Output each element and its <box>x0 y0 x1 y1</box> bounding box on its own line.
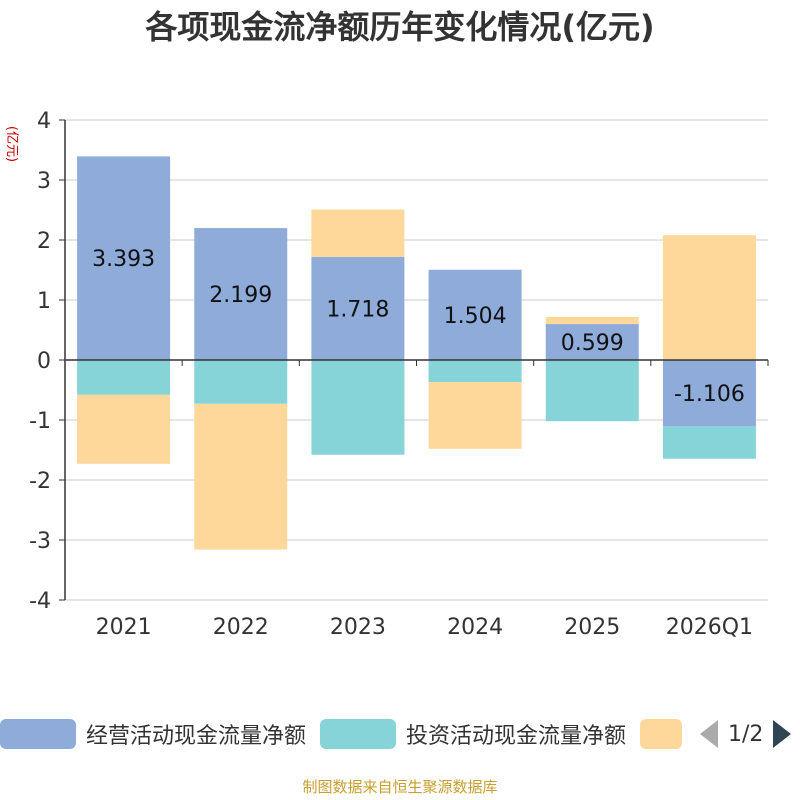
y-tick-label: 3 <box>37 169 51 194</box>
bar-financing-2024[interactable] <box>428 382 522 449</box>
axes: 4 3 2 1 0 -1 -2 -3 -4 2021 2022 2023 2024 2025 2026Q1 <box>29 109 769 640</box>
legend-item-operating[interactable]: 经营活动现金流量净额 <box>0 716 306 752</box>
x-tick-label-2024: 2024 <box>447 615 503 640</box>
legend-item-investing[interactable]: 投资活动现金流量净额 <box>320 716 626 752</box>
data-label-2024: 1.504 <box>444 304 507 329</box>
legend-swatch-investing <box>320 719 396 749</box>
source-note: 制图数据来自恒生聚源数据库 <box>302 778 498 796</box>
y-tick-label: -2 <box>29 469 51 494</box>
legend-swatch-operating <box>0 719 76 749</box>
bar-investing-2026Q1[interactable] <box>662 426 756 459</box>
bar-operating-2024[interactable] <box>428 269 522 360</box>
legend-pager: 1/2 <box>700 716 792 752</box>
y-tick-label: -3 <box>29 529 51 554</box>
bar-investing-2024[interactable] <box>428 360 522 383</box>
bars <box>77 156 756 550</box>
bar-operating-2021[interactable] <box>77 156 171 360</box>
y-tick-label: -4 <box>29 589 51 614</box>
bar-financing-2023[interactable] <box>311 209 405 257</box>
next-page-icon[interactable] <box>773 720 792 748</box>
bar-operating-2022[interactable] <box>194 228 288 360</box>
x-tick-label-2022: 2022 <box>213 615 269 640</box>
bar-financing-2026Q1[interactable] <box>662 235 756 360</box>
y-tick-label: 4 <box>37 109 51 134</box>
legend-label-operating: 经营活动现金流量净额 <box>86 724 307 749</box>
bar-financing-2025[interactable] <box>545 316 639 325</box>
bar-financing-2021[interactable] <box>77 394 171 464</box>
data-labels: 3.393 2.199 1.718 1.504 0.599 -1.106 <box>92 247 745 407</box>
y-tick-label: -1 <box>29 409 51 434</box>
x-tick-label-2025: 2025 <box>564 615 620 640</box>
bar-investing-2025[interactable] <box>545 360 639 422</box>
y-tick-label: 1 <box>37 289 51 314</box>
y-tick-label: 0 <box>37 349 51 374</box>
legend-swatch-financing <box>640 719 682 749</box>
bar-investing-2022[interactable] <box>194 360 288 404</box>
previous-page-icon[interactable] <box>700 720 718 748</box>
data-label-2023: 1.718 <box>326 297 389 322</box>
y-axis-unit: (亿元) <box>4 126 19 162</box>
legend-label-investing: 投资活动现金流量净额 <box>406 724 627 749</box>
gridlines <box>65 119 768 601</box>
y-tick-label: 2 <box>37 229 51 254</box>
legend-item-financing[interactable] <box>640 716 682 752</box>
legend: 经营活动现金流量净额 投资活动现金流量净额 1/2 <box>0 716 800 756</box>
bar-operating-2026Q1[interactable] <box>662 360 756 427</box>
data-label-2022: 2.199 <box>209 283 272 308</box>
bar-investing-2021[interactable] <box>77 360 171 395</box>
bar-financing-2022[interactable] <box>194 403 288 550</box>
x-tick-label-2023: 2023 <box>330 615 386 640</box>
data-label-2021: 3.393 <box>92 247 155 272</box>
data-label-2025: 0.599 <box>561 331 624 356</box>
chart-title: 各项现金流净额历年变化情况(亿元) <box>145 8 655 46</box>
x-tick-label-2026Q1: 2026Q1 <box>666 615 753 640</box>
x-tick-label-2021: 2021 <box>96 615 152 640</box>
legend-page-indicator: 1/2 <box>728 721 764 747</box>
chart-area: (亿元) 4 3 2 1 0 -1 -2 -3 -4 2021 2022 2023 2024 2025 20… <box>4 109 769 640</box>
bar-operating-2023[interactable] <box>311 256 405 360</box>
bar-operating-2025[interactable] <box>545 324 639 360</box>
data-label-2026Q1: -1.106 <box>674 382 745 407</box>
bar-investing-2023[interactable] <box>311 360 405 455</box>
